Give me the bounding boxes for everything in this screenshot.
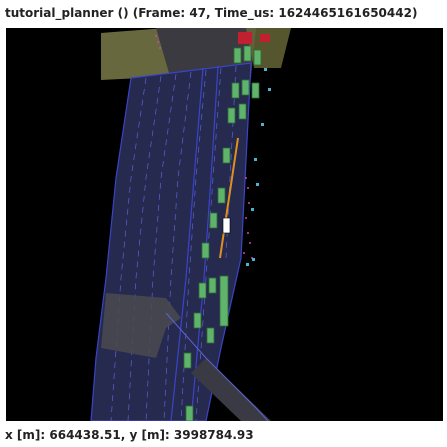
vehicles (183, 45, 262, 421)
planned-route (219, 137, 239, 259)
lane-boundaries (170, 65, 219, 421)
olive-area (101, 28, 176, 80)
boundary-points (155, 35, 253, 259)
side-road-right (191, 358, 271, 421)
side-road-left (101, 293, 181, 358)
curve-lane (165, 312, 269, 421)
pedestrians (246, 68, 271, 266)
ego-vehicle (222, 217, 231, 234)
planner-map-viewport[interactable] (5, 27, 444, 422)
red-marker (238, 32, 252, 44)
scene-canvas[interactable] (6, 28, 443, 421)
red-marker-2 (260, 34, 270, 42)
cursor-coordinates: x [m]: 664438.51, y [m]: 3998784.93 (0, 424, 447, 447)
window-title: tutorial_planner () (Frame: 47, Time_us:… (0, 0, 447, 27)
